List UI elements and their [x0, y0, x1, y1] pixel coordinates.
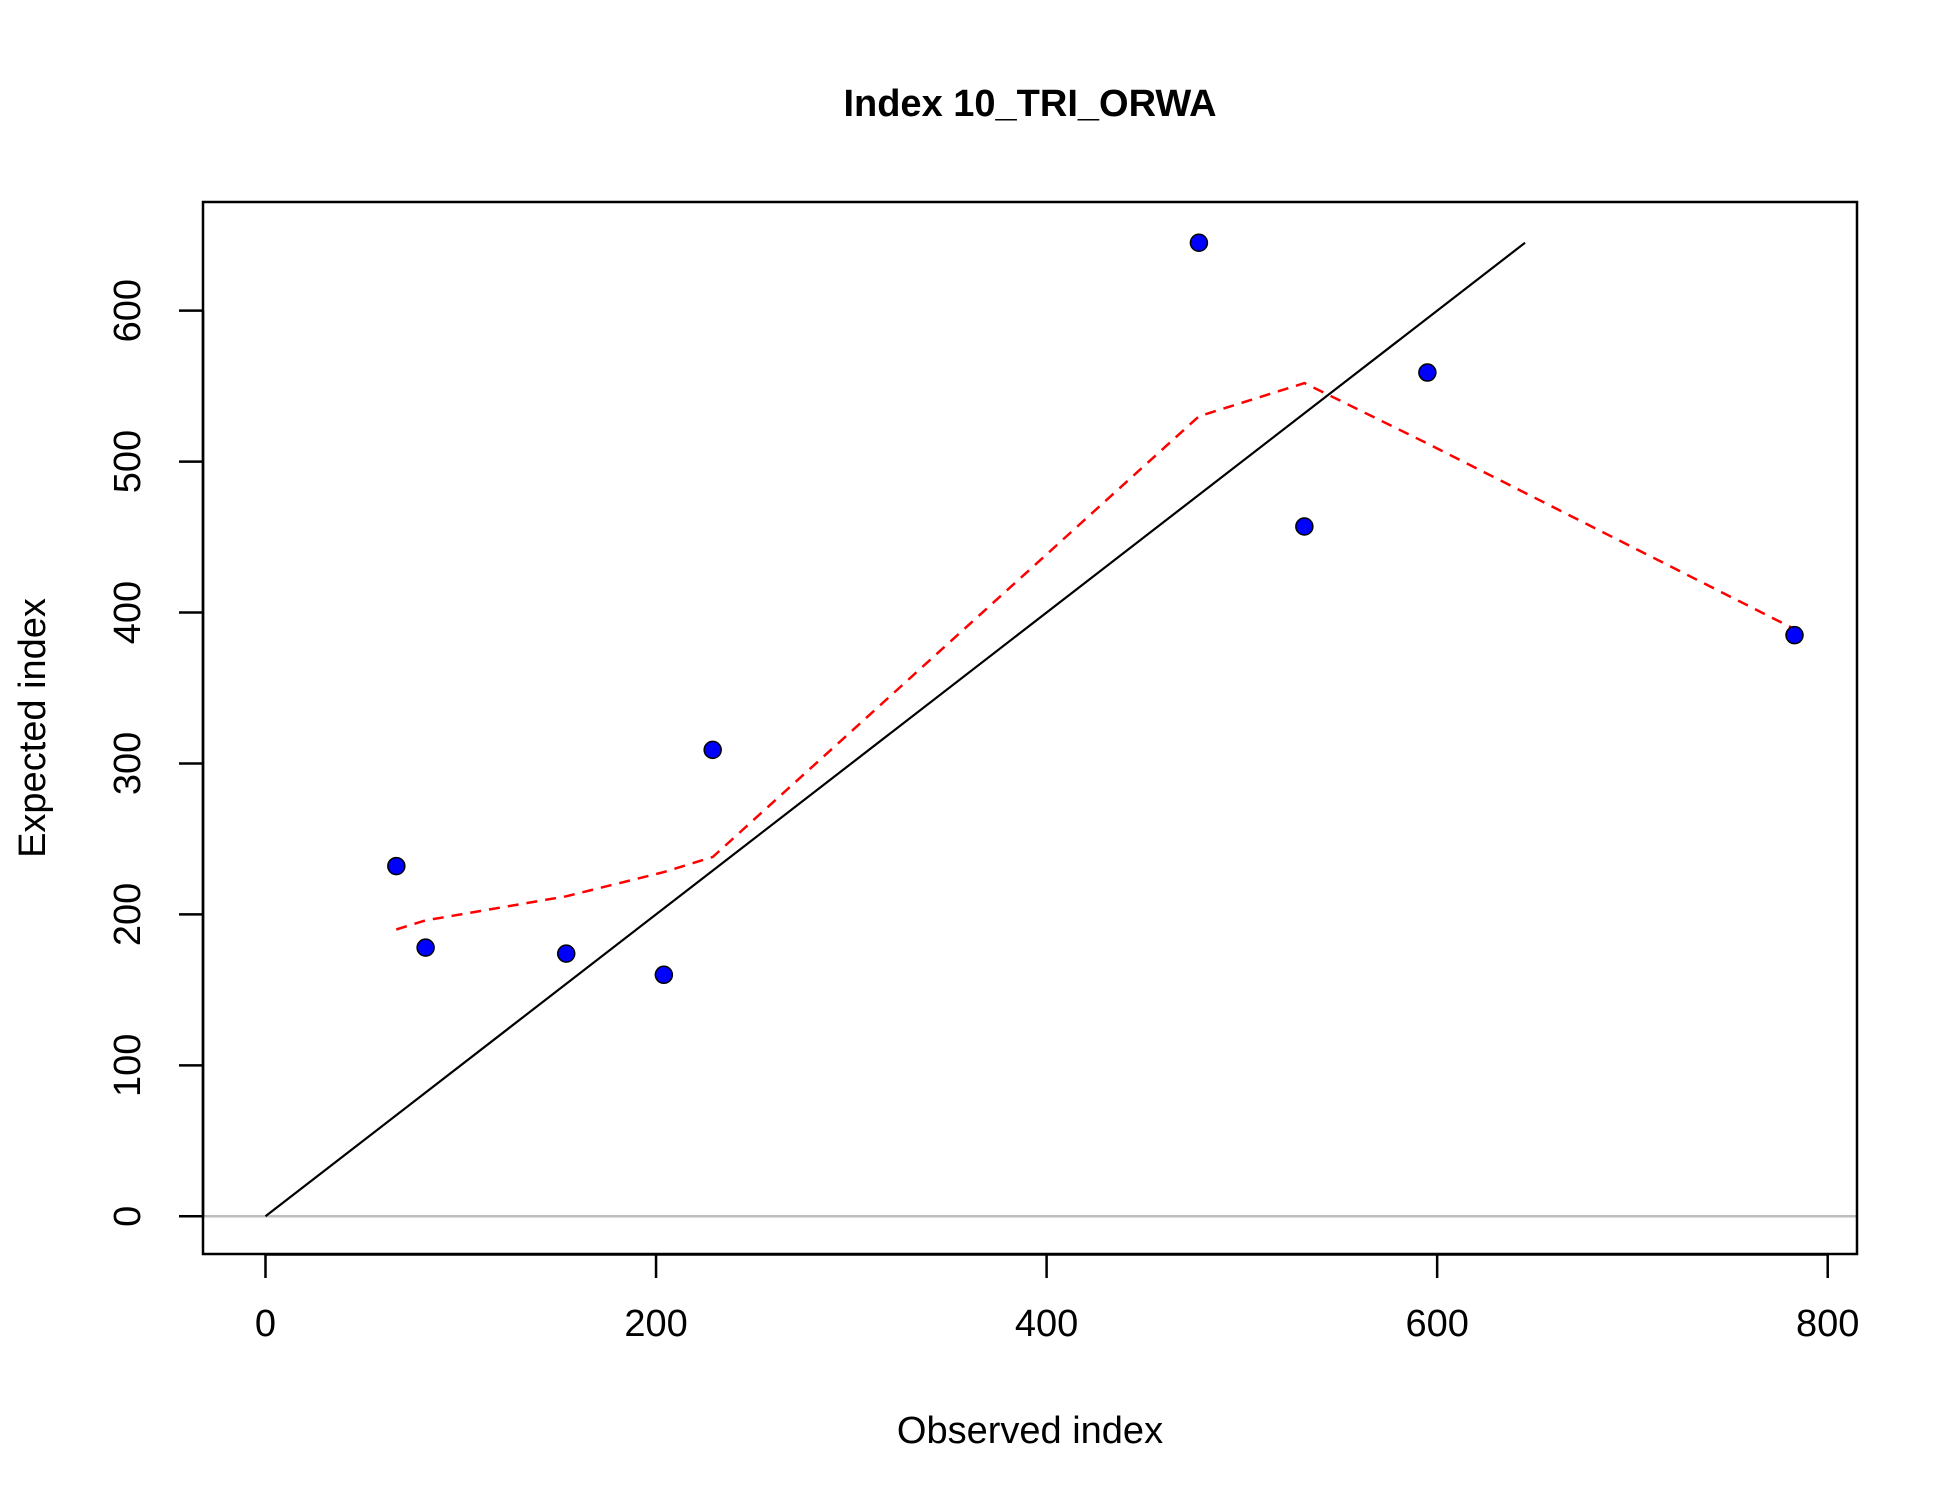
- x-tick-label: 800: [1796, 1303, 1859, 1345]
- y-axis-label: Expected index: [12, 598, 54, 858]
- data-point: [1785, 625, 1804, 645]
- data-point: [1189, 233, 1209, 253]
- y-tick-label: 600: [107, 279, 149, 342]
- smooth-line: [395, 381, 1796, 931]
- x-axis: 0 200 400 600 800: [255, 1253, 1859, 1345]
- chart-title: Index 10_TRI_ORWA: [843, 83, 1216, 125]
- plot-content: [203, 233, 1857, 1218]
- data-point: [1418, 363, 1437, 382]
- data-point: [387, 856, 406, 876]
- x-tick-label: 600: [1405, 1303, 1468, 1345]
- x-tick-label: 400: [1015, 1303, 1078, 1345]
- x-tick-label: 200: [624, 1303, 687, 1345]
- y-tick-label: 100: [107, 1034, 149, 1097]
- data-point: [556, 944, 576, 963]
- data-point: [1295, 517, 1314, 536]
- data-point: [703, 740, 722, 760]
- y-axis: 0 100 200 300 400 500 600: [107, 279, 205, 1227]
- y-tick-label: 400: [107, 581, 149, 644]
- y-tick-label: 500: [107, 430, 149, 493]
- data-point: [654, 965, 674, 985]
- y-tick-label: 300: [107, 732, 149, 795]
- y-tick-label: 0: [107, 1206, 149, 1227]
- data-point: [416, 938, 435, 957]
- plot-frame: [201, 200, 1859, 1256]
- reference-line: [264, 241, 1526, 1218]
- x-tick-label: 0: [255, 1303, 276, 1345]
- y-tick-label: 200: [107, 883, 149, 946]
- x-axis-label: Observed index: [897, 1410, 1163, 1452]
